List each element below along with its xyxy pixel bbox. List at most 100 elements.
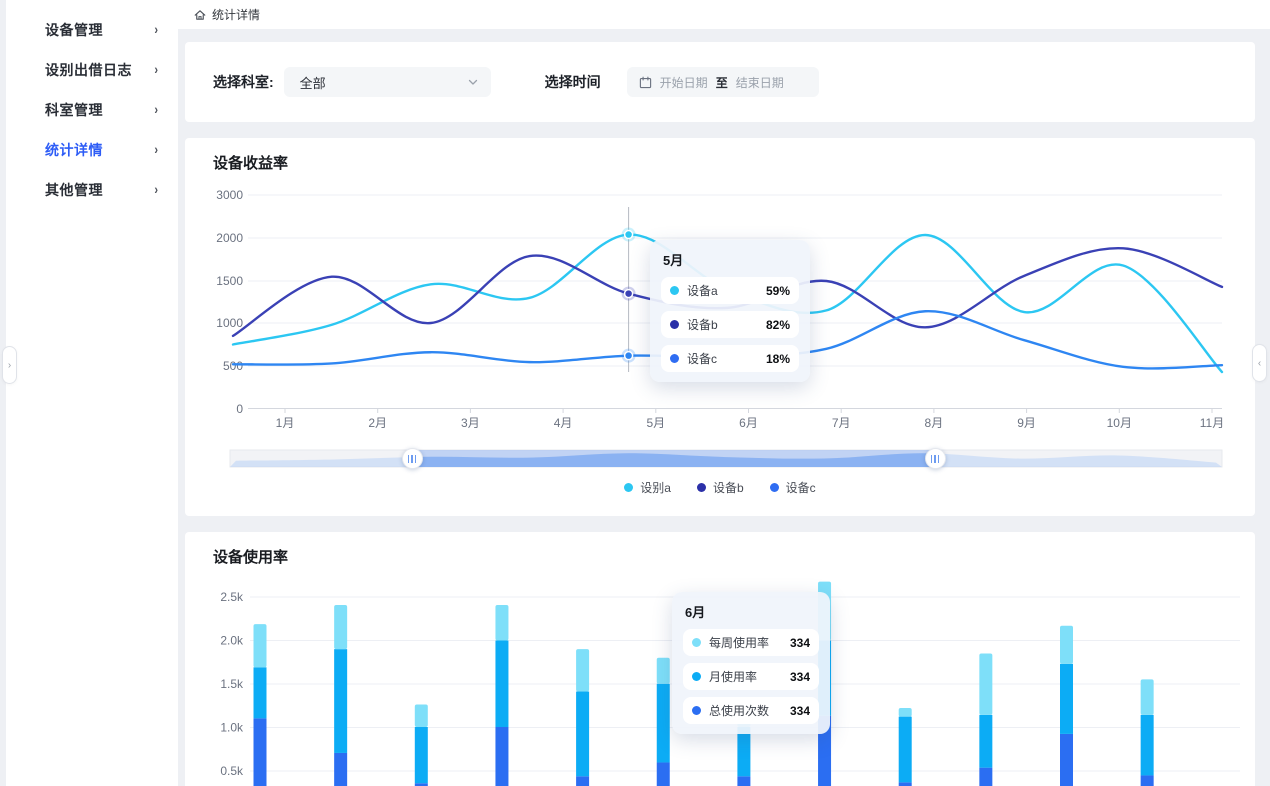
tooltip-row: 设备c 18% bbox=[661, 345, 799, 372]
department-select-value: 全部 bbox=[299, 75, 326, 91]
legend-dot-icon bbox=[624, 483, 634, 492]
tooltip-title: 5月 bbox=[663, 253, 684, 268]
tooltip-series-value: 334 bbox=[789, 635, 810, 650]
tooltip-series-value: 82% bbox=[765, 317, 790, 332]
svg-text:8月: 8月 bbox=[925, 416, 944, 430]
legend-label: 设别a bbox=[640, 481, 671, 495]
svg-text:2.0k: 2.0k bbox=[220, 634, 244, 648]
filter-panel: 选择科室: 全部 选择时间 开始日期 至 结束日期 bbox=[185, 42, 1255, 122]
chevron-right-icon: › bbox=[154, 62, 158, 78]
breadcrumb[interactable]: 统计详情 bbox=[193, 6, 260, 23]
svg-text:9月: 9月 bbox=[1017, 416, 1036, 430]
sidebar-item-2[interactable]: 科室管理 › bbox=[6, 90, 178, 130]
department-select[interactable]: 全部 bbox=[283, 67, 491, 97]
sidebar-item-label: 科室管理 bbox=[45, 102, 103, 118]
usage-chart-title: 设备使用率 bbox=[213, 549, 289, 566]
tooltip-row: 每周使用率 334 bbox=[683, 629, 819, 656]
home-icon bbox=[194, 9, 206, 20]
sidebar-expand-button[interactable]: › bbox=[2, 346, 17, 384]
topbar: 统计详情 bbox=[178, 0, 1270, 29]
svg-text:4月: 4月 bbox=[554, 416, 573, 430]
tooltip-series-label: 总使用次数 bbox=[709, 704, 770, 718]
sidebar-item-label: 其他管理 bbox=[45, 182, 103, 198]
tooltip-series-label: 月使用率 bbox=[709, 670, 758, 684]
date-end-input[interactable]: 结束日期 bbox=[735, 75, 784, 90]
svg-text:1000: 1000 bbox=[216, 316, 243, 330]
chevron-right-icon: › bbox=[154, 22, 158, 38]
legend-item-2[interactable]: 设备c bbox=[769, 479, 816, 496]
date-start-input[interactable]: 开始日期 bbox=[659, 75, 708, 90]
line-chart-legend: 设别a 设备b 设备c bbox=[185, 479, 1255, 496]
svg-text:1.5k: 1.5k bbox=[220, 677, 244, 691]
svg-text:11月: 11月 bbox=[1200, 416, 1224, 430]
chevron-left-icon: ‹ bbox=[1257, 357, 1262, 369]
svg-text:5月: 5月 bbox=[646, 416, 665, 430]
svg-text:3月: 3月 bbox=[461, 416, 480, 430]
svg-text:1.0k: 1.0k bbox=[220, 721, 244, 735]
chevron-right-icon: › bbox=[154, 102, 158, 118]
department-filter-label: 选择科室: bbox=[213, 74, 274, 90]
sidebar-item-1[interactable]: 设别出借日志 › bbox=[6, 50, 178, 90]
tooltip-row: 总使用次数 334 bbox=[683, 697, 819, 724]
tooltip-series-value: 334 bbox=[789, 703, 810, 718]
legend-label: 设备b bbox=[712, 481, 744, 495]
svg-text:6月: 6月 bbox=[739, 416, 758, 430]
tooltip-title: 6月 bbox=[685, 605, 706, 620]
legend-item-0[interactable]: 设别a bbox=[624, 479, 671, 496]
legend-dot-icon bbox=[696, 483, 706, 492]
datazoom-right-handle[interactable] bbox=[924, 448, 946, 469]
chevron-down-icon bbox=[468, 79, 477, 85]
series-dot-icon bbox=[692, 638, 701, 647]
sidebar-item-4[interactable]: 其他管理 › bbox=[6, 170, 178, 210]
svg-text:2000: 2000 bbox=[216, 231, 243, 245]
tooltip-series-value: 18% bbox=[765, 351, 790, 366]
time-filter-label: 选择时间 bbox=[544, 74, 601, 90]
tooltip-row: 设备a 59% bbox=[661, 277, 799, 304]
breadcrumb-label: 统计详情 bbox=[212, 8, 261, 22]
sidebar-item-label: 设别出借日志 bbox=[45, 62, 132, 78]
bar-chart-tooltip: 6月 每周使用率 334 月使用率 334 总使用次数 334 bbox=[672, 592, 830, 734]
line-chart-tooltip: 5月 设备a 59% 设备b 82% 设备c 18% bbox=[650, 240, 810, 382]
tooltip-series-label: 设备b bbox=[687, 318, 718, 332]
svg-text:500: 500 bbox=[223, 359, 243, 373]
datazoom-left-handle[interactable] bbox=[401, 448, 423, 469]
sidebar: 设备管理 › 设别出借日志 › 科室管理 › 统计详情 › 其他管理 › bbox=[6, 0, 178, 786]
svg-text:7月: 7月 bbox=[832, 416, 851, 430]
svg-text:1500: 1500 bbox=[216, 274, 243, 288]
tooltip-row: 月使用率 334 bbox=[683, 663, 819, 690]
revenue-rate-card: 设备收益率 3000 2000 1500 1000 500 0 1月 2月 3月 4月 5月 6月 7月… bbox=[185, 138, 1255, 516]
svg-text:0.5k: 0.5k bbox=[220, 764, 244, 778]
revenue-line-chart[interactable]: 3000 2000 1500 1000 500 0 1月 2月 3月 4月 5月 6月 7月 8月 9月 10… bbox=[185, 138, 1255, 516]
svg-text:2月: 2月 bbox=[368, 416, 387, 430]
svg-text:2.5k: 2.5k bbox=[220, 590, 244, 604]
series-dot-icon bbox=[670, 320, 679, 329]
chevron-right-icon: › bbox=[154, 142, 158, 158]
series-dot-icon bbox=[692, 672, 701, 681]
tooltip-row: 设备b 82% bbox=[661, 311, 799, 338]
legend-dot-icon bbox=[769, 483, 779, 492]
calendar-icon bbox=[639, 76, 651, 88]
tooltip-series-label: 设备a bbox=[687, 284, 718, 298]
svg-text:1月: 1月 bbox=[276, 416, 295, 430]
date-separator: 至 bbox=[715, 75, 728, 90]
series-dot-icon bbox=[670, 354, 679, 363]
date-range-picker[interactable]: 开始日期 至 结束日期 bbox=[626, 67, 819, 97]
tooltip-series-label: 每周使用率 bbox=[709, 636, 770, 650]
svg-text:10月: 10月 bbox=[1107, 416, 1132, 430]
svg-text:0: 0 bbox=[236, 402, 243, 416]
tooltip-series-value: 59% bbox=[765, 283, 790, 298]
legend-label: 设备c bbox=[785, 481, 816, 495]
tooltip-series-label: 设备c bbox=[687, 352, 718, 366]
sidebar-item-label: 统计详情 bbox=[45, 142, 103, 158]
panel-collapse-button[interactable]: ‹ bbox=[1252, 344, 1267, 382]
chevron-right-icon: › bbox=[7, 359, 12, 371]
chevron-right-icon: › bbox=[154, 182, 158, 198]
sidebar-item-0[interactable]: 设备管理 › bbox=[6, 10, 178, 50]
series-dot-icon bbox=[670, 286, 679, 295]
sidebar-item-3[interactable]: 统计详情 › bbox=[6, 130, 178, 170]
revenue-chart-title: 设备收益率 bbox=[213, 155, 289, 172]
legend-item-1[interactable]: 设备b bbox=[696, 479, 744, 496]
tooltip-series-value: 334 bbox=[789, 669, 810, 684]
svg-text:3000: 3000 bbox=[216, 188, 243, 202]
